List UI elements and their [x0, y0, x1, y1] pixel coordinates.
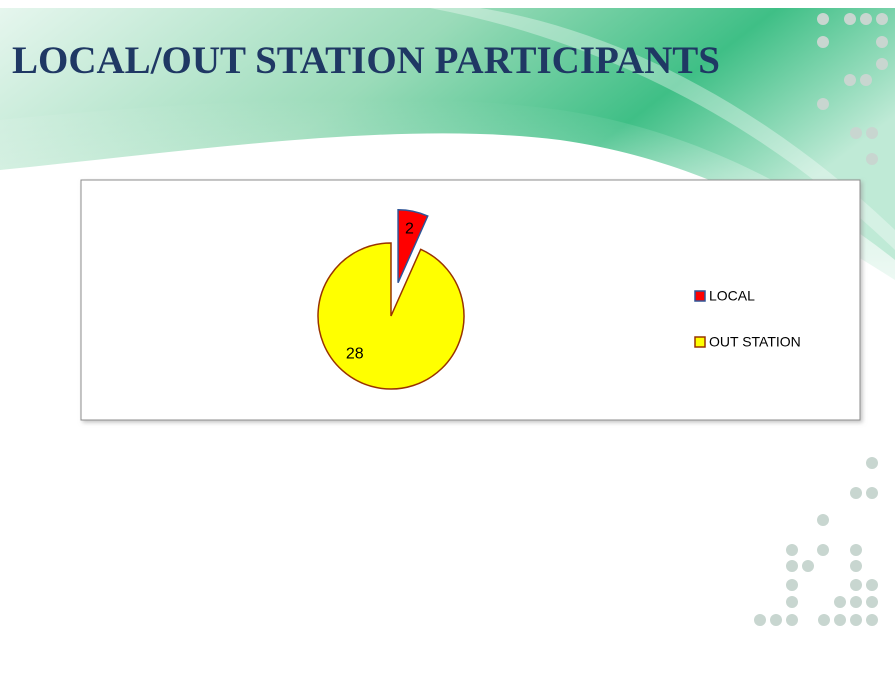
legend-swatch [694, 290, 706, 302]
chart-frame [80, 179, 861, 421]
swoosh-highlight [0, 99, 895, 300]
top-strip [0, 0, 895, 8]
slide-title: LOCAL/OUT STATION PARTICIPANTS [12, 39, 720, 82]
legend-label: OUT STATION [709, 334, 801, 350]
legend-label: LOCAL [709, 288, 755, 304]
pie-slice [317, 242, 465, 390]
legend-swatch [694, 336, 706, 348]
swoosh [0, 8, 895, 280]
data-label: 2 [405, 220, 414, 237]
dots [754, 13, 888, 626]
data-label: 28 [346, 345, 364, 362]
pie-slice [397, 208, 429, 284]
